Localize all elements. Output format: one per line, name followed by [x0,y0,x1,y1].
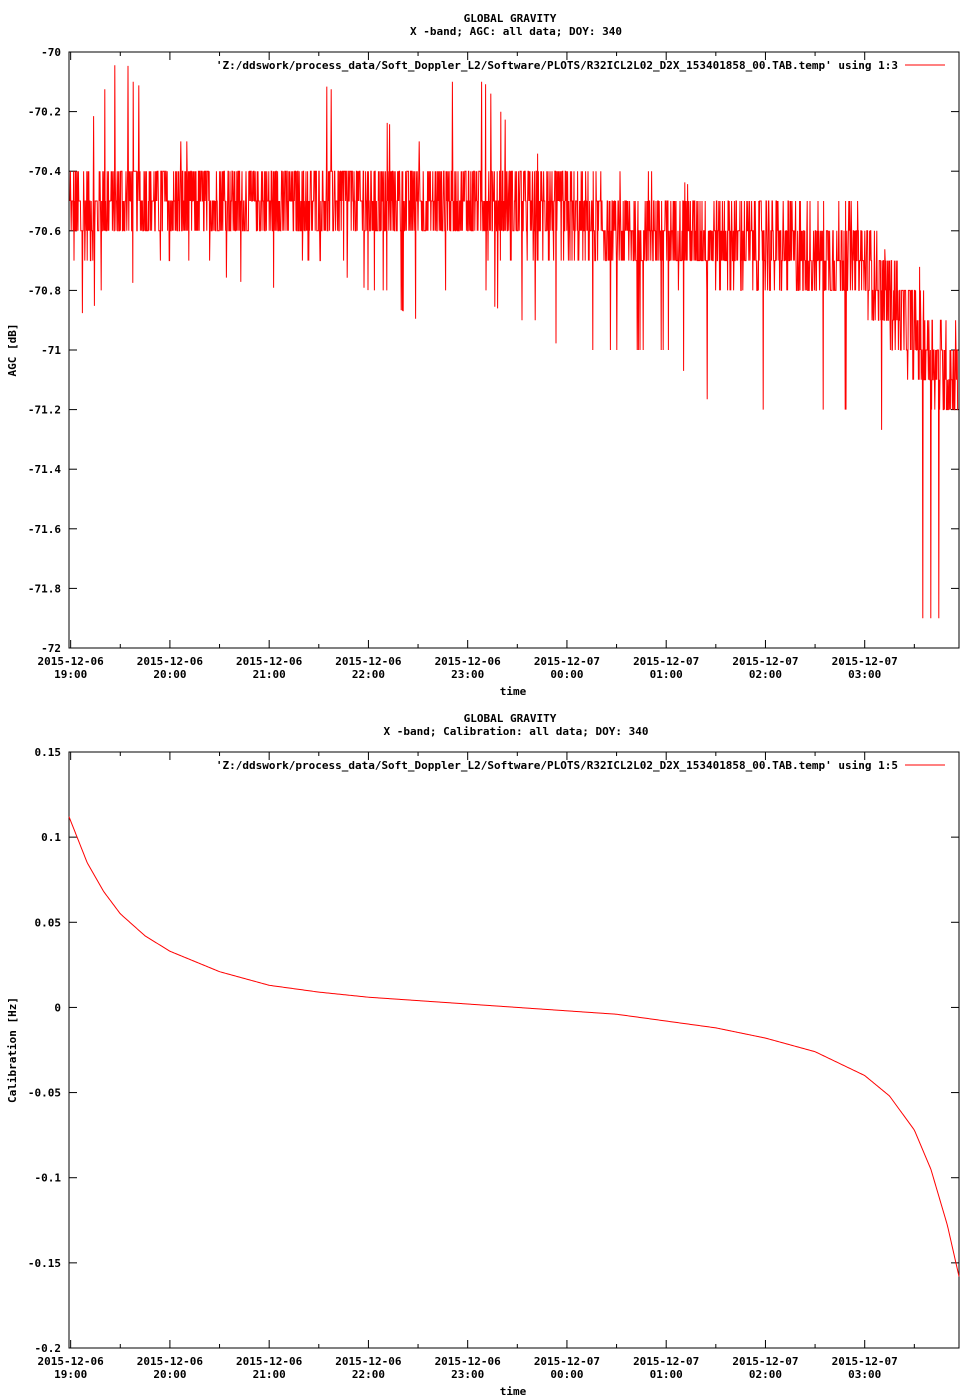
y-tick-label: -71.6 [28,523,61,536]
x-tick-date: 2015-12-06 [137,655,204,668]
x-tick-date: 2015-12-06 [38,655,105,668]
y-tick-label: 0.05 [35,916,62,929]
x-tick-time: 01:00 [650,1368,683,1381]
x-tick-time: 23:00 [451,668,484,681]
x-tick-date: 2015-12-07 [832,655,898,668]
x-tick-date: 2015-12-06 [435,1355,502,1368]
x-tick-date: 2015-12-06 [435,655,502,668]
x-tick-time: 01:00 [650,668,683,681]
calibration-x-axis-label: time [500,1385,527,1398]
agc-series-line [69,65,959,619]
x-tick-time: 22:00 [352,1368,385,1381]
x-tick-time: 19:00 [54,668,87,681]
agc-chart: GLOBAL GRAVITY X -band; AGC: all data; D… [6,12,960,698]
agc-x-axis: 2015-12-0619:002015-12-0620:002015-12-06… [38,52,915,681]
calibration-x-axis: 2015-12-0619:002015-12-0620:002015-12-06… [38,752,915,1381]
agc-series-area [69,65,959,619]
agc-y-axis-label: AGC [dB] [6,324,19,377]
calibration-y-axis-label: Calibration [Hz] [6,997,19,1103]
y-tick-label: -71.2 [28,404,61,417]
x-tick-time: 20:00 [153,668,186,681]
x-tick-date: 2015-12-07 [534,1355,600,1368]
y-tick-label: -70.6 [28,225,61,238]
agc-x-axis-label: time [500,685,527,698]
agc-legend-label: 'Z:/ddswork/process_data/Soft_Doppler_L2… [216,59,898,72]
x-tick-date: 2015-12-07 [633,655,699,668]
x-tick-time: 21:00 [253,1368,286,1381]
agc-plot-frame [68,51,960,649]
x-tick-time: 02:00 [749,1368,782,1381]
x-tick-time: 02:00 [749,668,782,681]
y-tick-label: -70.4 [28,165,61,178]
calibration-chart-subtitle: X -band; Calibration: all data; DOY: 340 [384,725,649,738]
x-tick-date: 2015-12-07 [534,655,600,668]
y-tick-label: -0.15 [28,1257,61,1270]
x-tick-date: 2015-12-06 [236,655,303,668]
x-tick-date: 2015-12-07 [633,1355,699,1368]
agc-legend: 'Z:/ddswork/process_data/Soft_Doppler_L2… [216,59,945,72]
y-tick-label: 0.15 [35,746,62,759]
x-tick-time: 22:00 [352,668,385,681]
x-tick-time: 19:00 [54,1368,87,1381]
x-tick-date: 2015-12-07 [732,1355,798,1368]
x-tick-date: 2015-12-06 [335,655,402,668]
x-tick-time: 20:00 [153,1368,186,1381]
x-tick-date: 2015-12-07 [732,655,798,668]
x-tick-time: 00:00 [550,668,583,681]
y-tick-label: -0.1 [35,1172,62,1185]
calibration-plot-frame [68,751,960,1349]
x-tick-time: 21:00 [253,668,286,681]
calibration-series-line [68,816,960,1277]
y-tick-label: -72 [41,642,61,655]
calibration-chart: GLOBAL GRAVITY X -band; Calibration: all… [6,712,960,1398]
x-tick-date: 2015-12-07 [832,1355,898,1368]
x-tick-date: 2015-12-06 [137,1355,204,1368]
y-tick-label: -0.05 [28,1087,61,1100]
x-tick-time: 23:00 [451,1368,484,1381]
agc-chart-subtitle: X -band; AGC: all data; DOY: 340 [410,25,622,38]
y-tick-label: -70.8 [28,284,61,297]
calibration-legend-label: 'Z:/ddswork/process_data/Soft_Doppler_L2… [216,759,898,772]
y-tick-label: 0 [54,1001,61,1014]
y-tick-label: -70 [41,46,61,59]
agc-y-axis: -70 -70.2 -70.4 -70.6 -70.8 -71 -71.2 -71.4 -71.… [28,46,959,655]
x-tick-time: 00:00 [550,1368,583,1381]
x-tick-date: 2015-12-06 [236,1355,303,1368]
y-tick-label: -0.2 [35,1342,62,1355]
x-tick-date: 2015-12-06 [335,1355,402,1368]
calibration-series-area [68,816,960,1277]
y-tick-label: -71 [41,344,61,357]
x-tick-time: 03:00 [848,1368,881,1381]
y-tick-label: 0.1 [41,831,61,844]
calibration-y-axis: 0.15 0.1 0.05 0 -0.05 -0.1 -0.15 -0.2 [28,746,959,1355]
x-tick-time: 03:00 [848,668,881,681]
agc-chart-title: GLOBAL GRAVITY [464,12,557,25]
y-tick-label: -71.4 [28,463,61,476]
calibration-legend: 'Z:/ddswork/process_data/Soft_Doppler_L2… [216,759,945,772]
x-tick-date: 2015-12-06 [38,1355,105,1368]
y-tick-label: -70.2 [28,106,61,119]
calibration-chart-title: GLOBAL GRAVITY [464,712,557,725]
y-tick-label: -71.8 [28,582,61,595]
